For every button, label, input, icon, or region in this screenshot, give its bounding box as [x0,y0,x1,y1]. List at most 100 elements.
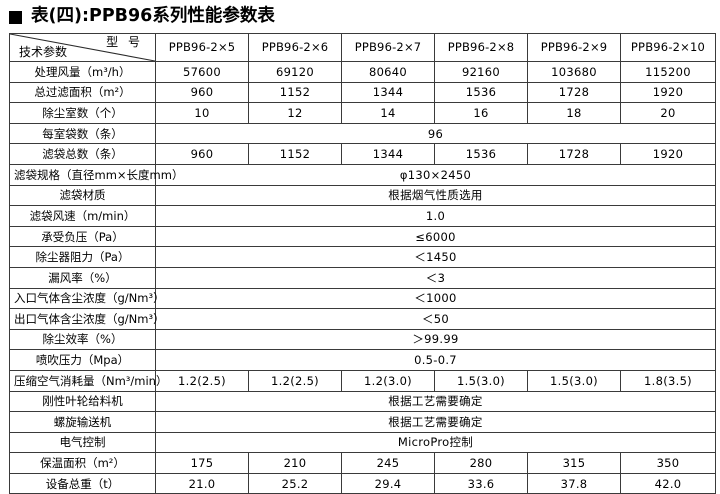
row-label: 承受负压（Pa） [9,225,156,248]
row-cell-value: 1152 [248,143,342,165]
spec-table-container: 型 号 技术参数 PPB96-2×5 PPB96-2×6 PPB96-2×7 P… [9,33,716,494]
table-row: 除尘室数（个） 10 12 14 16 18 20 [9,102,716,124]
row-merged-value: 根据工艺需要确定 [155,390,716,413]
row-cell-value: 1536 [434,143,528,165]
row-cell-value: 42.0 [620,472,716,494]
row-cell-value: 1920 [620,143,716,165]
column-header-2: PPB96-2×7 [341,33,435,62]
row-label: 压缩空气消耗量（Nm³/min） [9,369,167,392]
row-cell-value: 18 [527,102,621,124]
row-merged-value: ＜1450 [155,246,716,268]
row-cell-value: 115200 [620,61,716,83]
table-row: 除尘器阻力（Pa） ＜1450 [9,246,716,268]
corner-param-label: 技术参数 [19,45,68,60]
table-row: 保温面积（m²） 175 210 245 280 315 350 [9,452,716,474]
row-cell-value: 57600 [155,61,249,83]
column-header-0: PPB96-2×5 [155,33,249,62]
row-cell-value: 29.4 [341,472,435,494]
column-header-5: PPB96-2×10 [620,33,716,62]
row-cell-value: 175 [155,452,249,474]
row-merged-value: 0.5-0.7 [155,349,716,371]
row-cell-value: 16 [434,102,528,124]
row-cell-value: 1728 [527,143,621,165]
table-row: 喷吹压力（Mpa） 0.5-0.7 [9,349,716,371]
table-row: 滤袋规格（直径mm×长度mm） φ130×2450 [9,163,716,186]
row-cell-value: 69120 [248,61,342,83]
column-header-3: PPB96-2×8 [434,33,528,62]
row-cell-value: 1.2(2.5) [155,369,249,392]
row-label: 漏风率（%） [9,266,156,289]
row-cell-value: 12 [248,102,342,124]
row-merged-value: MicroPro控制 [155,431,716,454]
row-merged-value: ＜50 [155,308,716,330]
row-merged-value: 1.0 [155,205,716,227]
row-cell-value: 960 [155,143,249,165]
row-cell-value: 80640 [341,61,435,83]
row-label: 滤袋材质 [9,184,156,207]
row-merged-value: 根据工艺需要确定 [155,411,716,433]
row-cell-value: 280 [434,452,528,474]
row-label: 保温面积（m²） [9,452,156,474]
diagonal-divider-line [10,34,155,61]
row-cell-value: 1344 [341,143,435,165]
corner-model-label: 型 号 [106,35,143,49]
row-cell-value: 1728 [527,81,621,104]
row-label: 设备总重（t） [9,472,156,494]
row-cell-value: 1.5(3.0) [434,369,528,392]
table-row: 处理风量（m³/h） 57600 69120 80640 92160 103680 1152… [9,61,716,83]
row-merged-value: ≤6000 [155,225,716,248]
table-row: 螺旋输送机 根据工艺需要确定 [9,411,716,433]
corner-header-cell: 型 号 技术参数 [9,33,156,62]
row-cell-value: 1.5(3.0) [527,369,621,392]
row-merged-value: 根据烟气性质选用 [155,184,716,207]
row-cell-value: 245 [341,452,435,474]
table-row: 总过滤面积（m²） 960 1152 1344 1536 1728 1920 [9,81,716,104]
page-title: 表(四):PPB96系列性能参数表 [9,4,275,30]
row-label: 除尘效率（%） [9,328,156,351]
row-cell-value: 315 [527,452,621,474]
row-merged-value: φ130×2450 [155,163,716,186]
row-cell-value: 210 [248,452,342,474]
row-label: 除尘室数（个） [9,102,156,124]
bullet-square-icon [9,10,22,24]
row-merged-value: ＜1000 [155,287,716,310]
spec-table-body: 型 号 技术参数 PPB96-2×5 PPB96-2×6 PPB96-2×7 P… [9,33,716,494]
spec-table: 型 号 技术参数 PPB96-2×5 PPB96-2×6 PPB96-2×7 P… [9,33,716,494]
row-cell-value: 21.0 [155,472,249,494]
table-row: 滤袋材质 根据烟气性质选用 [9,184,716,207]
row-cell-value: 1536 [434,81,528,104]
table-row: 设备总重（t） 21.0 25.2 29.4 33.6 37.8 42.0 [9,472,716,494]
row-label: 出口气体含尘浓度（g/Nm³） [9,308,165,330]
table-row: 除尘效率（%） ＞99.99 [9,328,716,351]
row-label: 处理风量（m³/h） [9,61,156,83]
row-cell-value: 14 [341,102,435,124]
table-row: 出口气体含尘浓度（g/Nm³） ＜50 [9,308,716,330]
row-cell-value: 92160 [434,61,528,83]
row-label: 滤袋总数（条） [9,143,156,165]
page-root: 表(四):PPB96系列性能参数表 型 号 [9,4,716,494]
table-row: 漏风率（%） ＜3 [9,266,716,289]
page-title-text: 表(四):PPB96系列性能参数表 [31,6,275,27]
row-cell-value: 33.6 [434,472,528,494]
row-cell-value: 960 [155,81,249,104]
row-label: 除尘器阻力（Pa） [9,246,156,268]
row-label: 滤袋风速（m/min） [9,205,156,227]
row-merged-value: ＜3 [155,266,716,289]
row-cell-value: 10 [155,102,249,124]
row-cell-value: 20 [620,102,716,124]
row-label: 喷吹压力（Mpa） [9,349,156,371]
table-row: 每室袋数（条） 96 [9,122,716,145]
row-label: 螺旋输送机 [9,411,156,433]
row-label: 每室袋数（条） [9,122,156,145]
row-label: 总过滤面积（m²） [9,81,156,104]
table-row: 电气控制 MicroPro控制 [9,431,716,454]
column-header-4: PPB96-2×9 [527,33,621,62]
row-cell-value: 37.8 [527,472,621,494]
table-row: 入口气体含尘浓度（g/Nm³） ＜1000 [9,287,716,310]
row-cell-value: 350 [620,452,716,474]
column-header-1: PPB96-2×6 [248,33,342,62]
row-cell-value: 1.2(2.5) [248,369,342,392]
table-row: 承受负压（Pa） ≤6000 [9,225,716,248]
row-cell-value: 1152 [248,81,342,104]
row-label: 滤袋规格（直径mm×长度mm） [9,163,183,186]
